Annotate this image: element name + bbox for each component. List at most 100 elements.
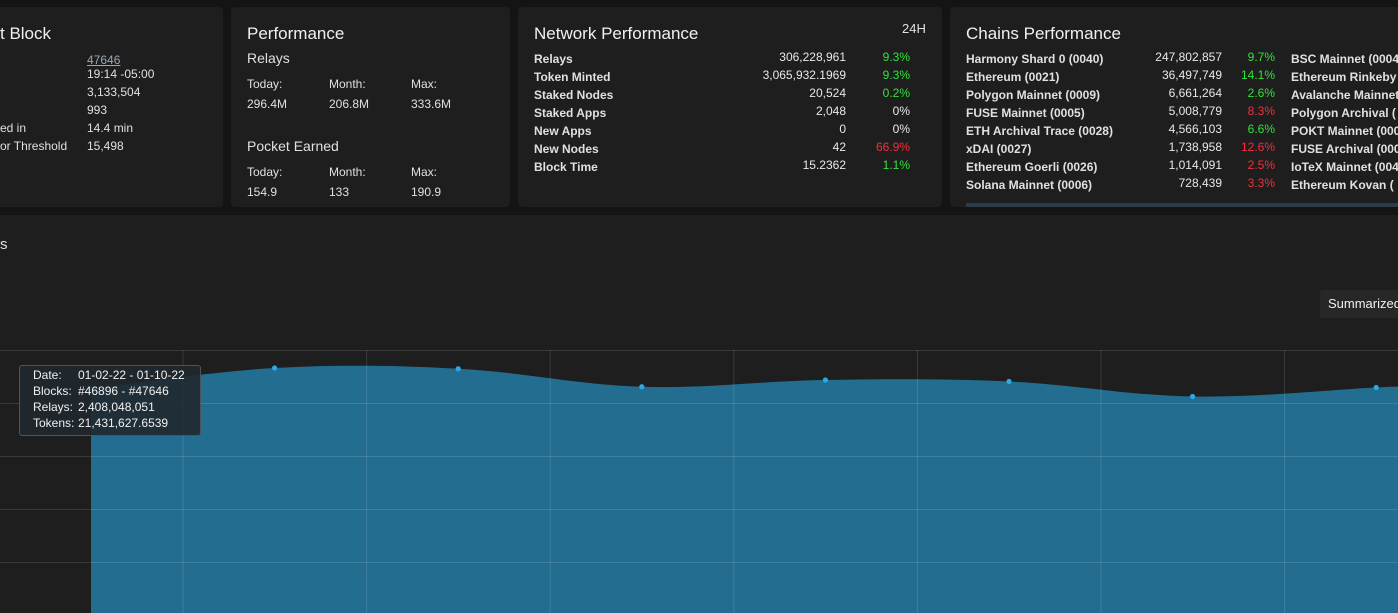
relays-heading: Relays [247,50,290,66]
threshold-value: 15,498 [87,139,124,153]
tooltip-relays: 2,408,048,051 [78,400,155,414]
network-row-value: 2,048 [815,104,846,118]
chain-row-change: 8.3% [1247,104,1275,118]
tooltip-tokens-label: Tokens: [33,416,75,430]
earned-month-value: 133 [329,185,350,199]
network-row-label: New Nodes [534,142,599,156]
block-time: 19:14 -05:00 [87,67,155,81]
network-row-value: 42 [832,140,846,154]
chain-row-value: 247,802,857 [1155,50,1222,64]
performance-card: Performance Relays Today: Month: Max: 29… [231,7,510,207]
tooltip-blocks: #46896 - #47646 [78,384,169,398]
relays-today-label: Today: [247,77,283,91]
chain-row-change: 12.6% [1240,140,1275,154]
summarized-button[interactable]: Summarized [1320,290,1398,318]
data-point[interactable] [272,365,278,371]
earned-heading: Pocket Earned [247,138,339,154]
card-title: Network Performance [534,24,699,43]
relays-month-label: Month: [329,77,366,91]
network-row-value: 0 [839,122,846,136]
chain-row-change: 14.1% [1240,68,1275,82]
tooltip-blocks-label: Blocks: [33,384,72,398]
scrollbar[interactable] [966,203,1398,207]
network-row-label: Staked Nodes [534,88,614,102]
network-row-value: 20,524 [809,86,846,100]
network-row-label: Staked Apps [534,106,607,120]
relays-month-value: 206.8M [329,97,370,111]
chain-row-value: 1,014,091 [1168,158,1222,172]
block-value-b: 993 [87,103,108,117]
chain-row-change: 2.5% [1247,158,1275,172]
chain-row-value: 5,008,779 [1168,104,1222,118]
earned-max-value: 190.9 [411,185,442,199]
threshold-label: or Threshold [0,139,68,153]
tooltip-tokens: 21,431,627.6539 [78,416,169,430]
network-row-change: 0% [892,122,910,136]
chain-row-label[interactable]: IoTeX Mainnet (004 [1291,160,1398,174]
data-point[interactable] [1373,384,1379,391]
chain-row-value: 6,661,264 [1168,86,1222,100]
panel-title: s [0,236,8,253]
network-row-value: 306,228,961 [779,50,846,64]
data-point[interactable] [1006,378,1012,385]
relays-today-value: 296.4M [247,97,288,111]
chain-row-change: 6.6% [1247,122,1275,136]
produced-label: ed in [0,121,27,135]
network-row-label: Block Time [534,160,598,174]
chain-row-value: 36,497,749 [1161,68,1222,82]
block-value-a: 3,133,504 [87,85,141,99]
chain-row-label[interactable]: ETH Archival Trace (0028) [966,124,1113,138]
chains-performance-card: Chains Performance Harmony Shard 0 (0040… [950,7,1398,207]
latest-block-card: t Block 47646 19:14 -05:00 3,133,504 993… [0,7,223,207]
network-row-change: 9.3% [882,68,910,82]
chain-row-label[interactable]: Ethereum Kovan ( [1291,178,1394,192]
chain-row-label[interactable]: POKT Mainnet (000 [1291,124,1398,138]
chain-row-value: 4,566,103 [1168,122,1222,136]
chain-row-change: 2.6% [1247,86,1275,100]
chain-row-change: 9.7% [1247,50,1275,64]
chain-row-label[interactable]: xDAI (0027) [966,142,1032,156]
network-row-change: 1.1% [882,158,910,172]
chain-row-label[interactable]: Avalanche Mainnet [1291,88,1398,102]
network-row-value: 15.2362 [802,158,846,172]
chain-row-label[interactable]: FUSE Archival (000 [1291,142,1398,156]
block-link[interactable]: 47646 [87,53,121,67]
earned-today-label: Today: [247,165,283,179]
network-row-change: 9.3% [882,50,910,64]
chain-row-label[interactable]: BSC Mainnet (0004 [1291,52,1398,66]
earned-today-value: 154.9 [247,185,278,199]
relays-max-label: Max: [411,77,438,91]
tooltip-relays-label: Relays: [33,400,74,414]
chain-row-label[interactable]: Polygon Mainnet (0009) [966,88,1101,102]
tooltip-date: 01-02-22 - 01-10-22 [78,368,185,382]
card-title: Performance [247,24,345,43]
chain-row-label[interactable]: FUSE Mainnet (0005) [966,106,1085,120]
chain-row-label[interactable]: Harmony Shard 0 (0040) [966,52,1104,66]
chain-row-label[interactable]: Ethereum Goerli (0026) [966,160,1098,174]
network-row-change: 0% [892,104,910,118]
network-row-change: 0.2% [882,86,910,100]
data-point[interactable] [455,366,461,372]
chain-row-label[interactable]: Polygon Archival ( [1291,106,1396,120]
card-title: t Block [0,24,52,43]
tooltip-date-label: Date: [33,368,62,382]
relays-area-chart [0,350,1398,613]
chain-row-change: 3.3% [1247,176,1275,190]
chain-row-label[interactable]: Ethereum Rinkeby [1291,70,1397,84]
network-performance-card: Network Performance 24H Relays 306,228,96… [518,7,942,207]
chain-row-value: 728,439 [1178,176,1222,190]
chain-row-label[interactable]: Ethereum (0021) [966,70,1060,84]
data-point[interactable] [822,377,829,383]
period-selector[interactable]: 24H [902,21,926,36]
produced-value: 14.4 min [87,121,134,135]
network-row-label: New Apps [534,124,592,138]
chain-row-value: 1,738,958 [1168,140,1222,154]
earned-max-label: Max: [411,165,438,179]
network-row-value: 3,065,932.1969 [762,68,846,82]
earned-month-label: Month: [329,165,366,179]
data-point[interactable] [639,384,645,390]
data-point[interactable] [1190,393,1196,400]
chain-row-label[interactable]: Solana Mainnet (0006) [966,178,1093,192]
card-title: Chains Performance [966,24,1121,43]
relays-area [91,365,1398,613]
